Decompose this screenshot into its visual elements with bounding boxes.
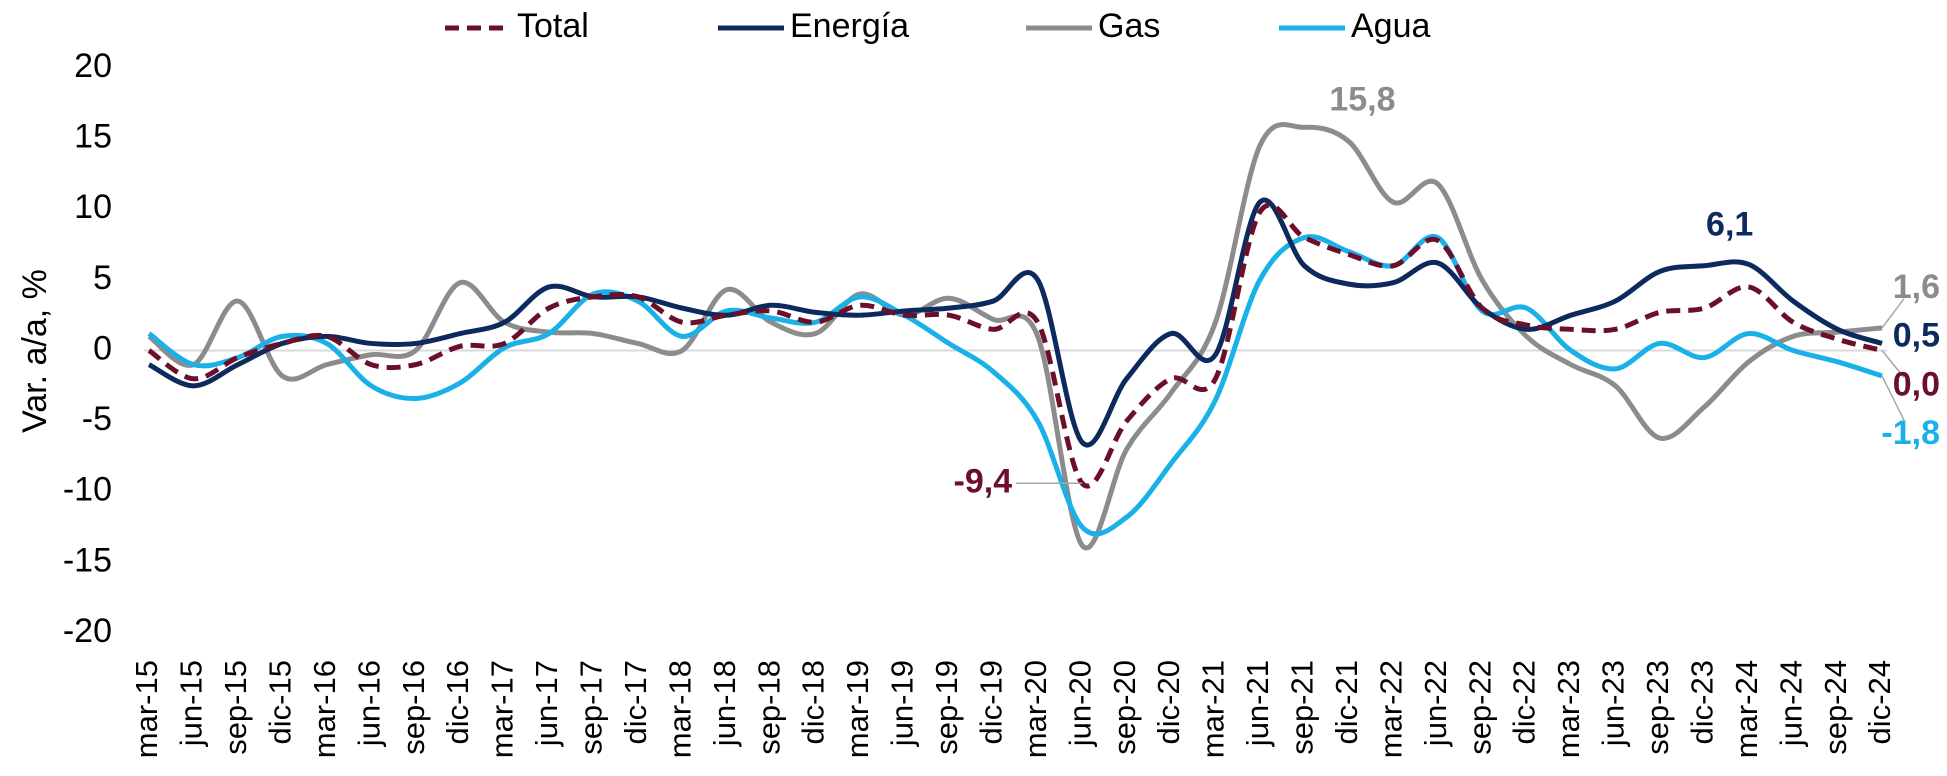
x-tick-label: jun-19 <box>885 660 920 747</box>
x-tick-label: dic-21 <box>1329 660 1364 744</box>
x-tick-label: mar-23 <box>1551 660 1586 758</box>
x-tick-label: jun-17 <box>529 660 564 747</box>
leader-line <box>1881 298 1905 329</box>
x-tick-label: sep-17 <box>574 660 609 755</box>
x-tick-label: jun-23 <box>1596 660 1631 747</box>
x-tick-label: sep-21 <box>1285 660 1320 755</box>
x-tick-label: sep-18 <box>751 660 786 755</box>
x-tick-label: dic-20 <box>1151 660 1186 744</box>
series-line <box>147 197 1883 448</box>
y-tick-label: -15 <box>63 541 112 579</box>
x-tick-label: jun-16 <box>351 660 386 747</box>
x-tick-label: jun-20 <box>1062 660 1097 747</box>
x-tick-label: sep-15 <box>218 660 253 755</box>
x-tick-label: mar-24 <box>1729 660 1764 758</box>
y-tick-label: -5 <box>82 400 112 438</box>
x-tick-label: sep-22 <box>1462 660 1497 755</box>
x-tick-label: dic-24 <box>1862 660 1897 744</box>
data-label: 6,1 <box>1706 205 1753 243</box>
y-tick-label: -10 <box>63 471 112 509</box>
x-tick-label: dic-16 <box>440 660 475 744</box>
x-tick-label: jun-18 <box>707 660 742 747</box>
data-label: 0,5 <box>1893 316 1940 354</box>
x-tick-label: mar-16 <box>307 660 342 758</box>
series-line <box>147 233 1883 537</box>
x-tick-label: dic-19 <box>973 660 1008 744</box>
y-tick-label: 0 <box>93 329 112 367</box>
x-tick-label: mar-18 <box>662 660 697 758</box>
y-axis-label: Var. a/a, % <box>16 269 54 433</box>
data-label: -9,4 <box>954 462 1013 500</box>
legend-label: Energía <box>790 7 909 45</box>
x-tick-label: sep-19 <box>929 660 964 755</box>
x-tick-label: jun-24 <box>1773 660 1808 747</box>
series-line <box>147 122 1883 551</box>
y-tick-label: -20 <box>63 612 112 650</box>
x-tick-label: mar-15 <box>129 660 164 758</box>
x-tick-label: mar-22 <box>1373 660 1408 758</box>
data-label: 15,8 <box>1329 80 1395 118</box>
x-tick-label: dic-15 <box>262 660 297 744</box>
leader-line <box>1881 375 1905 421</box>
data-label: -1,8 <box>1881 414 1940 452</box>
x-tick-label: mar-19 <box>840 660 875 758</box>
legend-label: Total <box>517 7 589 45</box>
x-tick-label: dic-18 <box>796 660 831 744</box>
legend-label: Gas <box>1098 7 1160 45</box>
x-tick-label: jun-22 <box>1418 660 1453 747</box>
data-label: 0,0 <box>1893 365 1940 403</box>
x-tick-label: mar-20 <box>1018 660 1053 758</box>
x-tick-label: mar-21 <box>1196 660 1231 758</box>
y-tick-label: 5 <box>93 259 112 297</box>
x-tick-label: mar-17 <box>485 660 520 758</box>
x-tick-label: sep-23 <box>1640 660 1675 755</box>
x-tick-label: dic-17 <box>618 660 653 744</box>
x-tick-label: jun-15 <box>174 660 209 747</box>
x-tick-label: jun-21 <box>1240 660 1275 747</box>
y-tick-label: 10 <box>74 188 112 226</box>
legend-label: Agua <box>1351 7 1430 45</box>
x-tick-label: sep-16 <box>396 660 431 755</box>
series-line <box>147 202 1883 489</box>
x-tick-label: dic-23 <box>1684 660 1719 744</box>
x-tick-label: sep-20 <box>1107 660 1142 755</box>
leader-line <box>1881 350 1905 378</box>
x-tick-label: sep-24 <box>1818 660 1853 755</box>
y-tick-label: 20 <box>74 47 112 85</box>
y-tick-label: 15 <box>74 118 112 156</box>
x-tick-label: dic-22 <box>1507 660 1542 744</box>
data-label: 1,6 <box>1893 268 1940 306</box>
